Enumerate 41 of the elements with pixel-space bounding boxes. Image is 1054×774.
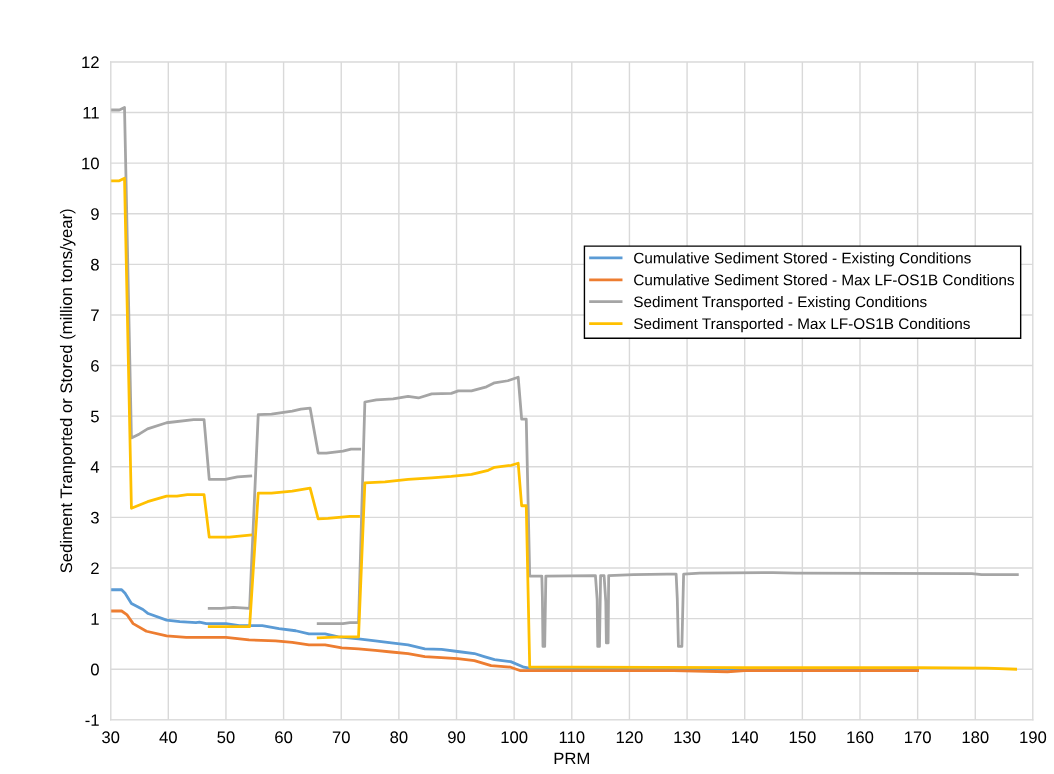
y-tick-label: 6 — [91, 359, 99, 372]
y-tick-label: 5 — [90, 410, 99, 423]
y-tick-label: 1 — [91, 613, 99, 625]
y-tick-label: 4 — [90, 461, 100, 473]
line-series — [207, 486, 360, 629]
legend-label: Cumulative Sediment Stored - Max LF-OS1B Conditions — [634, 274, 1015, 286]
y-tick-label: 11 — [83, 107, 99, 119]
legend-label: Cumulative Sediment Stored - Existing Conditions — [634, 252, 971, 267]
x-tick-label: 80 — [390, 731, 408, 744]
x-tick-label: 170 — [905, 731, 931, 744]
y-axis-title: Sediment Tranported or Stored (million tons/year) — [59, 209, 76, 573]
y-tick-label: 9 — [91, 208, 99, 220]
x-tick-label: 180 — [962, 731, 989, 744]
line-series — [110, 609, 920, 674]
x-tick-label: 140 — [732, 731, 758, 744]
x-tick-label: 90 — [448, 731, 466, 744]
y-tick-label: 7 — [91, 309, 99, 321]
legend-label: Sediment Transported - Max LF-OS1B Conditions — [634, 317, 970, 333]
y-tick-label: 2 — [91, 562, 99, 575]
y-tick-label: 0 — [90, 663, 99, 676]
x-tick-label: 190 — [1020, 731, 1047, 744]
x-tick-label: 130 — [674, 731, 701, 744]
y-tick-label: -1 — [85, 714, 99, 726]
y-tick-label: 8 — [91, 258, 99, 271]
y-tick-label: 10 — [82, 157, 99, 170]
legend-label: Sediment Transported - Existing Conditions — [634, 296, 927, 311]
x-tick-label: 160 — [847, 731, 874, 744]
line-series — [110, 176, 253, 539]
x-tick-label: 70 — [332, 731, 350, 744]
y-tick-label: 12 — [82, 56, 99, 68]
x-tick-label: 30 — [102, 731, 120, 744]
x-axis-title: PRM — [554, 752, 589, 765]
x-tick-label: 100 — [501, 731, 528, 744]
line-series — [316, 461, 1018, 671]
x-tick-label: 60 — [275, 731, 293, 744]
y-tick-label: 3 — [90, 511, 99, 524]
x-tick-label: 110 — [559, 731, 585, 744]
x-tick-label: 40 — [159, 731, 177, 744]
x-tick-label: 50 — [217, 731, 235, 744]
x-tick-label: 150 — [789, 731, 816, 744]
x-tick-label: 120 — [616, 731, 643, 744]
